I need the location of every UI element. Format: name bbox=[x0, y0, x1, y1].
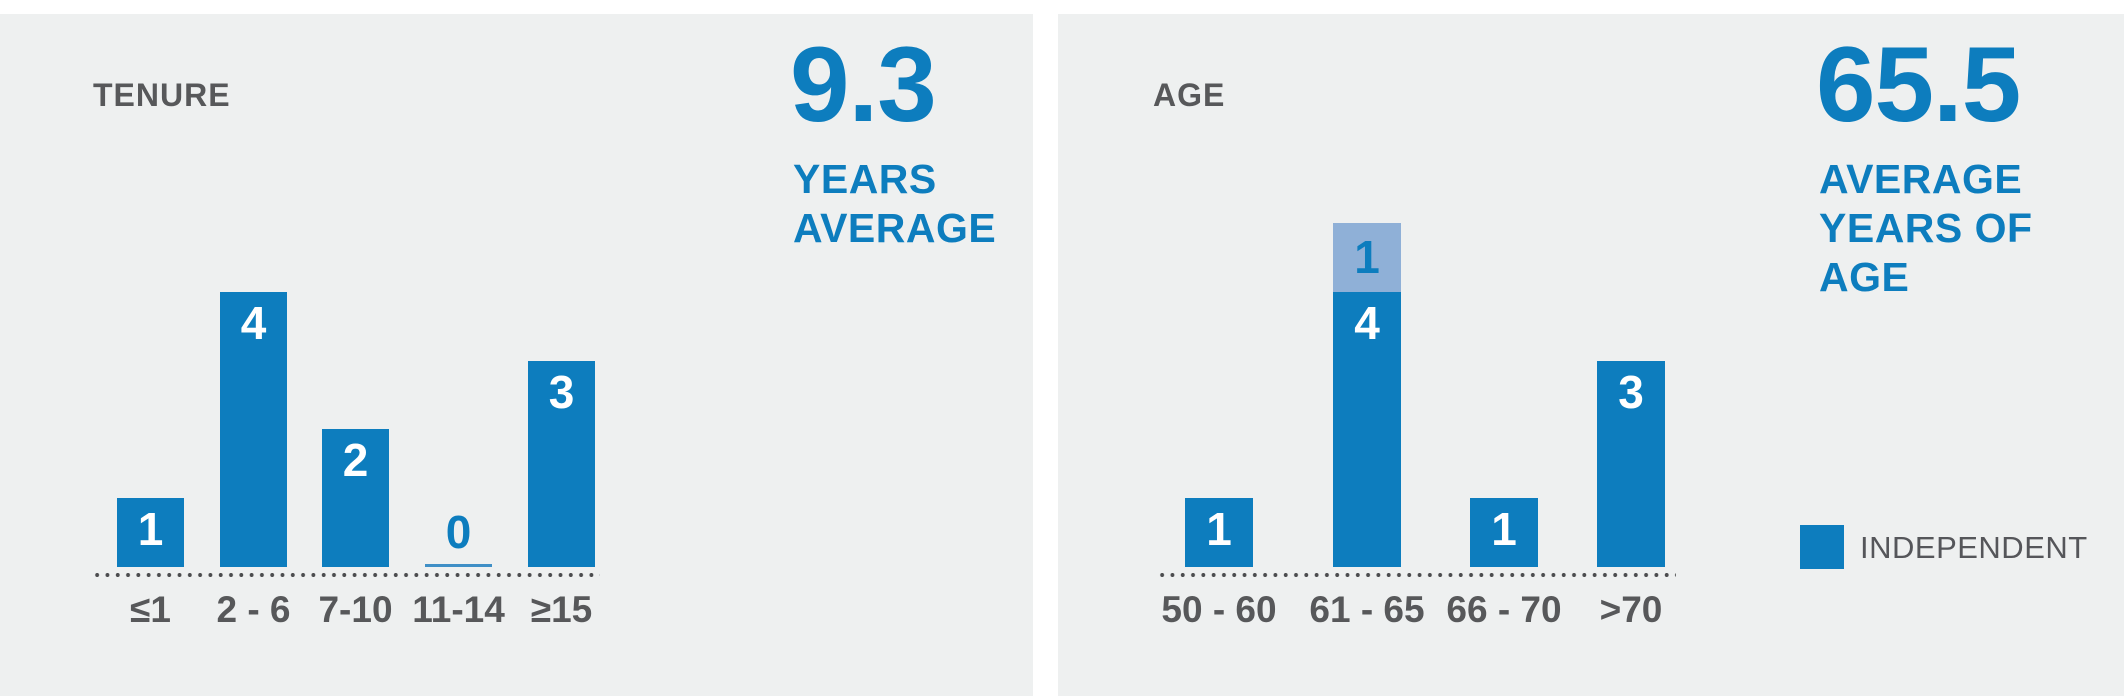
bar-segment bbox=[1333, 292, 1401, 567]
bar-segment bbox=[117, 498, 184, 567]
category-label: 7-10 bbox=[318, 589, 393, 630]
bar-segment bbox=[322, 429, 389, 567]
tenure-average-label: YEARS AVERAGE bbox=[793, 156, 997, 251]
legend-independent-swatch bbox=[1800, 525, 1844, 569]
age-bar-chart: 1 50 - 60 4 1 61 - 65 1 66 - 70 3 >70 bbox=[1058, 14, 2124, 696]
age-average-value: 65.5 bbox=[1816, 24, 2021, 144]
bar-value-label: 4 bbox=[240, 297, 267, 349]
bar-value-label: 3 bbox=[548, 366, 575, 418]
bar-segment bbox=[528, 361, 595, 567]
category-label: 2 - 6 bbox=[216, 589, 291, 630]
legend: INDEPENDENT bbox=[1800, 525, 2088, 569]
dotted-axis-line bbox=[92, 573, 600, 577]
bar-segment-overflow bbox=[1333, 223, 1401, 292]
zero-value-line bbox=[425, 564, 492, 567]
age-chart-title: AGE bbox=[1153, 76, 1226, 113]
category-label: 11-14 bbox=[412, 589, 505, 630]
bar-value-label: 1 bbox=[1354, 231, 1380, 283]
bar-segment bbox=[1185, 498, 1253, 567]
dotted-axis-line bbox=[1157, 573, 1676, 577]
tenure-average-value: 9.3 bbox=[790, 24, 937, 144]
tenure-chart-title: TENURE bbox=[93, 76, 231, 113]
category-label: ≥15 bbox=[530, 589, 593, 630]
bar-value-label: 1 bbox=[1206, 503, 1232, 555]
bar-value-label: 1 bbox=[137, 503, 164, 555]
category-label: 50 - 60 bbox=[1161, 589, 1277, 630]
category-label: 66 - 70 bbox=[1446, 589, 1562, 630]
bar-value-label: 2 bbox=[342, 434, 369, 486]
bar-value-label: 0 bbox=[445, 506, 472, 558]
tenure-bar-chart: 1 ≤1 4 2 - 6 2 7-10 0 11-14 3 ≥15 bbox=[0, 14, 1033, 696]
legend-independent-label: INDEPENDENT bbox=[1860, 529, 2088, 565]
bar-segment bbox=[220, 292, 287, 567]
category-label: 61 - 65 bbox=[1309, 589, 1425, 630]
bar-segment bbox=[1597, 361, 1665, 567]
bar-segment bbox=[1470, 498, 1538, 567]
age-average-label: AVERAGE YEARS OF AGE bbox=[1819, 156, 2033, 300]
category-label: ≤1 bbox=[130, 589, 171, 630]
bar-value-label: 3 bbox=[1618, 366, 1644, 418]
bar-value-label: 1 bbox=[1491, 503, 1517, 555]
category-label: >70 bbox=[1599, 589, 1663, 630]
age-panel: AGE 65.5 AVERAGE YEARS OF AGE 1 50 - 60 4 1… bbox=[1058, 14, 2124, 696]
tenure-panel: TENURE 9.3 YEARS AVERAGE 1 ≤1 4 2 - 6 2 7-10 0… bbox=[0, 14, 1033, 696]
bar-value-label: 4 bbox=[1354, 297, 1380, 349]
